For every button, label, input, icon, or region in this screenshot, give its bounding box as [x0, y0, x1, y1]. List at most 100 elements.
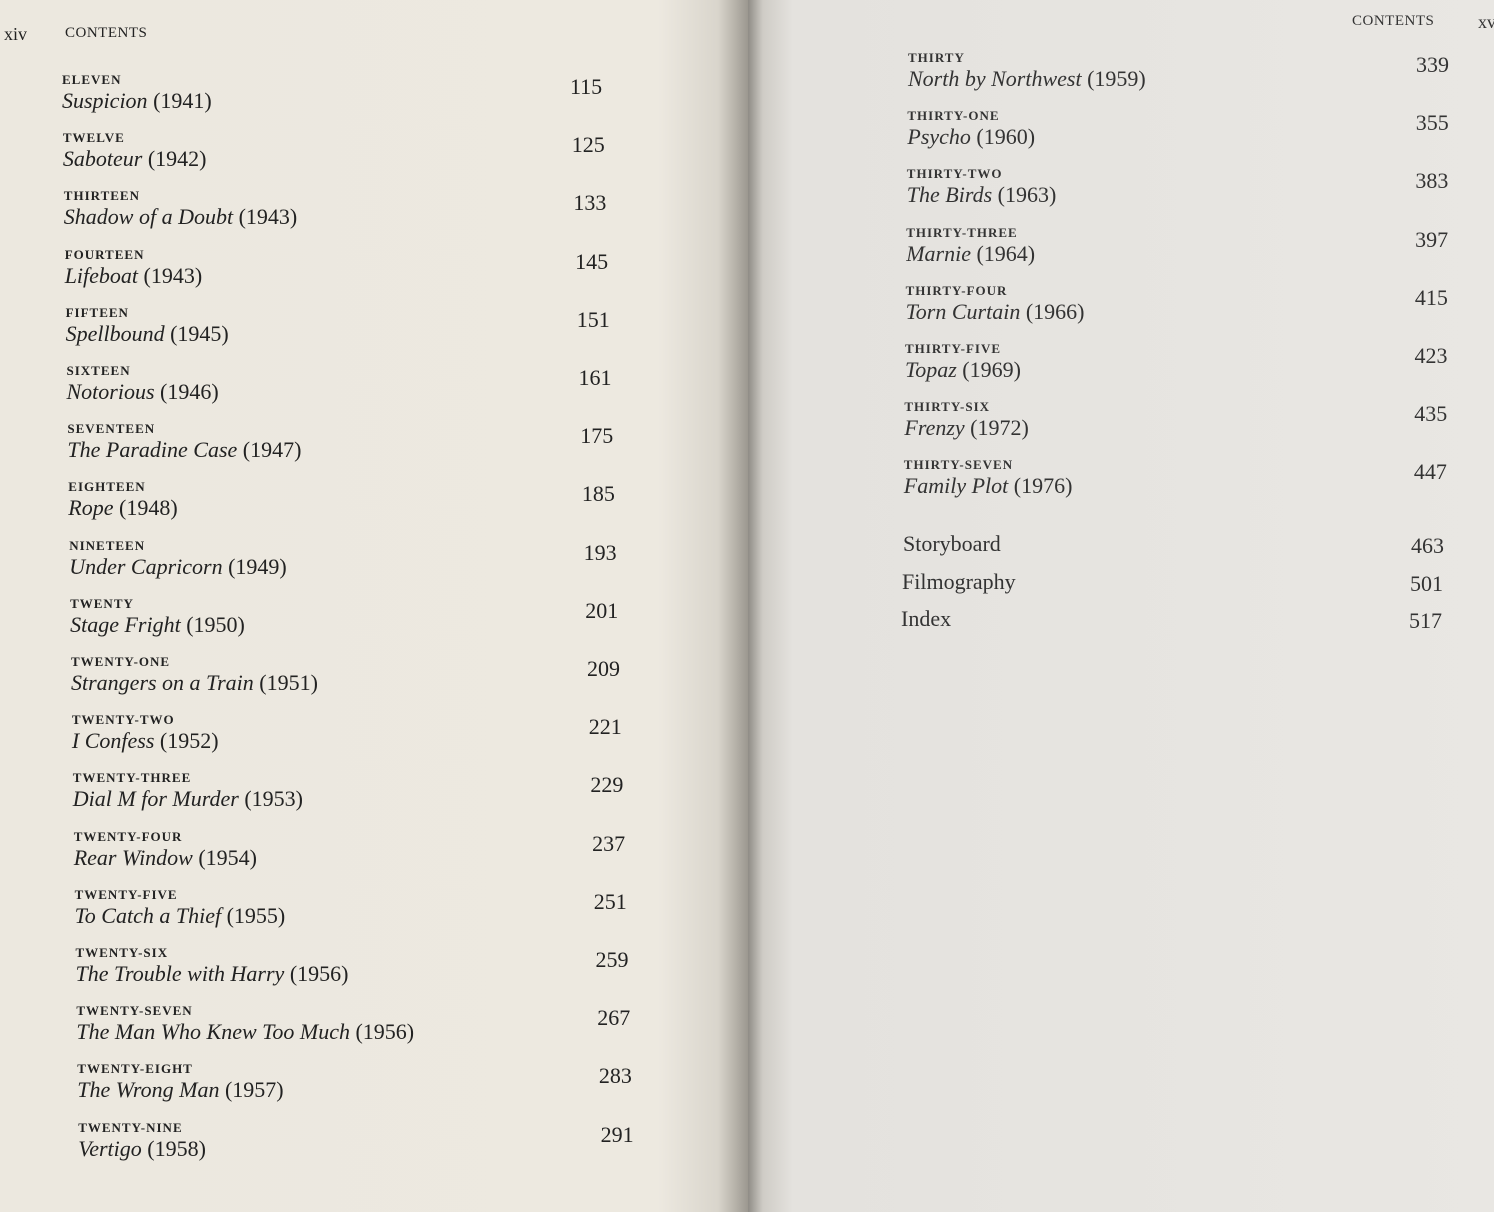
right-page: CONTENTS xv THIRTY North by Northwest (19…	[748, 0, 1494, 1212]
entry-title: Rope (1948)	[68, 495, 177, 521]
toc-entry: EIGHTEEN Rope (1948)	[68, 479, 177, 521]
toc-entry: NINETEEN Under Capricorn (1949)	[69, 538, 287, 580]
chapter-label: THIRTY-SEVEN	[903, 457, 1014, 473]
page-ref: 423	[1414, 343, 1448, 368]
toc-entry: THIRTEEN Shadow of a Doubt (1943)	[64, 188, 297, 230]
film-title: The Trouble with Harry	[75, 961, 285, 986]
toc-entry: THIRTY North by Northwest (1959)	[908, 50, 1146, 92]
entry-title: Lifeboat (1943)	[65, 263, 203, 289]
chapter-label: TWENTY	[70, 595, 134, 611]
film-title: Lifeboat	[64, 262, 139, 288]
film-year: (1949)	[228, 553, 287, 579]
toc-entry: THIRTY-SIX Frenzy (1972)	[904, 399, 1028, 441]
film-title: Dial M for Murder	[72, 786, 239, 812]
chapter-label: FIFTEEN	[65, 304, 129, 320]
film-title: Topaz	[905, 357, 957, 382]
page-ref: 415	[1414, 284, 1448, 310]
film-title: Torn Curtain	[905, 298, 1021, 324]
entry-title: Strangers on a Train (1951)	[71, 670, 318, 696]
chapter-label: FOURTEEN	[64, 246, 145, 262]
chapter-label: TWENTY-EIGHT	[77, 1061, 193, 1077]
film-year: (1942)	[147, 146, 207, 172]
film-year: (1964)	[976, 240, 1036, 266]
entry-title: Shadow of a Doubt (1943)	[64, 204, 297, 230]
film-year: (1941)	[153, 88, 212, 113]
toc-entry: THIRTY-FOUR Torn Curtain (1966)	[906, 283, 1085, 325]
film-year: (1956)	[355, 1019, 415, 1045]
film-year: (1976)	[1013, 473, 1073, 499]
page-ref: 115	[570, 74, 603, 99]
film-title: Psycho	[907, 124, 971, 150]
toc-entry: TWENTY-ONE Strangers on a Train (1951)	[71, 654, 318, 696]
film-year: (1958)	[147, 1135, 206, 1161]
film-title: Marnie	[906, 240, 971, 266]
toc-entry: THIRTY-THREE Marnie (1964)	[906, 225, 1035, 267]
film-title: The Man Who Knew Too Much	[76, 1019, 350, 1045]
running-header: CONTENTS	[1352, 13, 1435, 29]
toc-entry: TWENTY-THREE Dial M for Murder (1953)	[73, 770, 303, 812]
chapter-label: TWENTY-FIVE	[74, 886, 178, 902]
chapter-label: THIRTY-SIX	[904, 399, 991, 415]
toc-entry: THIRTY-SEVEN Family Plot (1976)	[904, 457, 1073, 499]
page-ref: 125	[571, 132, 605, 158]
page-ref: 435	[1414, 401, 1448, 427]
running-header: CONTENTS	[65, 25, 148, 41]
toc-entry: THIRTY-TWO The Birds (1963)	[907, 166, 1057, 208]
entry-title: The Wrong Man (1957)	[77, 1077, 283, 1103]
chapter-label: NINETEEN	[69, 537, 146, 553]
back-matter-title: Filmography	[902, 568, 1016, 594]
chapter-label: THIRTEEN	[63, 188, 140, 204]
entry-title: The Birds (1963)	[907, 182, 1057, 208]
film-year: (1954)	[198, 844, 258, 870]
film-title: I Confess	[71, 728, 155, 754]
film-title: Notorious	[66, 379, 155, 404]
entry-title: The Trouble with Harry (1956)	[76, 961, 349, 987]
film-year: (1955)	[226, 902, 286, 928]
page-ref: 237	[592, 830, 626, 856]
film-title: North by Northwest	[908, 66, 1082, 91]
page-ref: 259	[595, 947, 629, 972]
film-title: Spellbound	[65, 320, 165, 346]
page-ref: 283	[598, 1063, 632, 1089]
chapter-label: TWENTY-SEVEN	[76, 1003, 193, 1019]
left-page: xiv CONTENTS ELEVEN Suspicion (1941) 115 TW…	[0, 0, 748, 1212]
chapter-label: TWENTY-ONE	[71, 654, 171, 669]
page-ref: 193	[583, 539, 617, 565]
film-year: (1945)	[170, 320, 229, 346]
entry-title: Dial M for Murder (1953)	[73, 786, 303, 812]
film-year: (1960)	[976, 124, 1036, 150]
film-title: Rope	[68, 495, 114, 521]
chapter-label: THIRTY-FOUR	[905, 282, 1008, 298]
film-year: (1959)	[1087, 66, 1146, 91]
page-ref: 463	[1411, 533, 1444, 558]
entry-title: Topaz (1969)	[905, 357, 1021, 383]
entry-title: I Confess (1952)	[72, 728, 219, 754]
page-ref: 355	[1415, 110, 1449, 136]
page-ref: 145	[575, 248, 609, 274]
page-ref: 517	[1409, 608, 1442, 633]
chapter-label: SIXTEEN	[66, 363, 131, 378]
film-title: Saboteur	[62, 146, 143, 172]
film-title: Suspicion	[62, 88, 148, 113]
toc-entry: SEVENTEEN The Paradine Case (1947)	[67, 421, 301, 463]
film-title: Stage Fright	[70, 611, 181, 637]
entry-title: To Catch a Thief (1955)	[75, 903, 286, 929]
toc-entry: TWENTY-SEVEN The Man Who Knew Too Much (1…	[76, 1003, 414, 1045]
film-year: (1952)	[159, 728, 219, 754]
toc-entry: TWENTY-FOUR Rear Window (1954)	[74, 829, 257, 871]
toc-entry: TWENTY-FIVE To Catch a Thief (1955)	[75, 887, 286, 929]
entry-title: Marnie (1964)	[906, 241, 1035, 267]
chapter-label: THIRTY-ONE	[907, 108, 1000, 124]
film-title: Family Plot	[903, 473, 1009, 499]
entry-title: Suspicion (1941)	[62, 88, 212, 114]
film-year: (1963)	[997, 182, 1057, 208]
chapter-label: TWENTY-SIX	[75, 945, 169, 960]
entry-title: Notorious (1946)	[67, 379, 219, 405]
page-number: xiv	[4, 24, 28, 44]
toc-entry: TWENTY-EIGHT The Wrong Man (1957)	[77, 1061, 283, 1103]
film-title: Vertigo	[78, 1135, 142, 1161]
entry-title: Frenzy (1972)	[904, 415, 1028, 441]
chapter-label: TWENTY-NINE	[78, 1119, 183, 1135]
back-matter-title: Index	[901, 606, 952, 631]
entry-title: The Man Who Knew Too Much (1956)	[76, 1019, 414, 1045]
